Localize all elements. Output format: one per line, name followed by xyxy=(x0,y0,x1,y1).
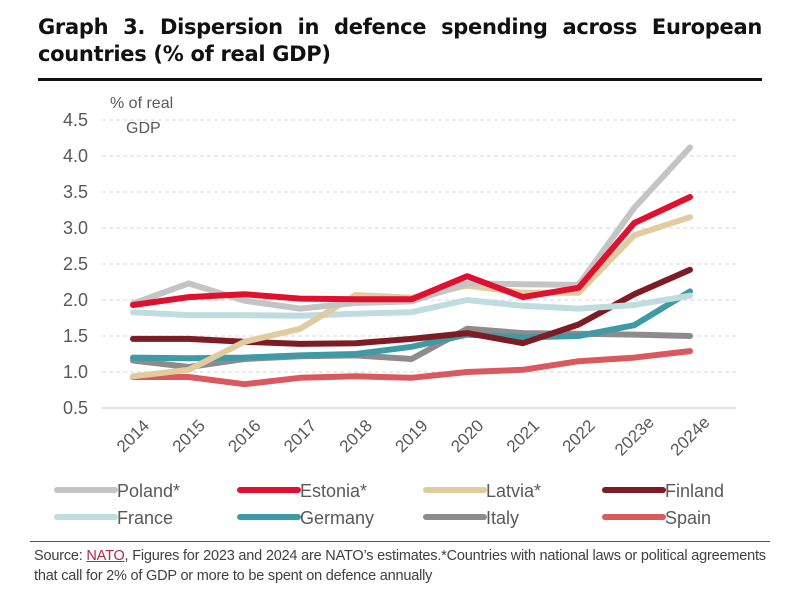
legend-item-poland: Poland* xyxy=(54,481,180,501)
source-note: Source: NATO, Figures for 2023 and 2024 … xyxy=(34,546,774,586)
y-axis-label-line1: % of real xyxy=(110,95,173,112)
legend-item-italy: Italy xyxy=(423,508,519,528)
y-tick-label: 1.5 xyxy=(63,326,88,346)
x-tick-label: 2021 xyxy=(503,416,543,456)
x-tick-label: 2023e xyxy=(611,413,658,460)
x-tick-label: 2019 xyxy=(392,416,432,456)
series-line-estonia xyxy=(130,194,693,308)
y-tick-label: 4.5 xyxy=(63,110,88,130)
legend-item-spain: Spain xyxy=(602,508,711,528)
y-tick-label: 0.5 xyxy=(63,398,88,418)
y-tick-label: 3.0 xyxy=(63,218,88,238)
legend-label: Spain xyxy=(665,508,711,528)
x-tick-label: 2014 xyxy=(113,416,153,456)
chart-title: Graph 3. Dispersion in defence spending … xyxy=(38,15,762,66)
series-lines xyxy=(130,144,693,388)
x-tick-label: 2024e xyxy=(667,413,714,460)
legend-item-germany: Germany xyxy=(237,508,374,528)
y-tick-label: 2.0 xyxy=(63,290,88,310)
y-tick-label: 4.0 xyxy=(63,146,88,166)
x-axis-ticks: 2014 2015 2016 2017 2018 2019 2020 2021 2022 2023… xyxy=(113,413,714,460)
legend-label: France xyxy=(117,508,173,528)
legend-item-latvia: Latvia* xyxy=(423,481,541,501)
legend-label: Germany xyxy=(300,508,374,528)
series-line-germany xyxy=(130,288,693,362)
legend: Poland* Estonia* Latvia* Finland France Germa… xyxy=(54,481,724,528)
source-text: , Figures for 2023 and 2024 are NATO’s e… xyxy=(34,548,766,584)
line-chart: 0.5 1.0 1.5 2.0 2.5 3.0 3.5 4.0 4.5 % of real GD… xyxy=(54,95,736,528)
legend-label: Italy xyxy=(486,508,519,528)
source-link-nato[interactable]: NATO xyxy=(86,548,125,564)
x-tick-label: 2018 xyxy=(336,416,376,456)
legend-item-estonia: Estonia* xyxy=(237,481,367,501)
legend-item-france: France xyxy=(54,508,173,528)
legend-item-finland: Finland xyxy=(602,481,724,501)
x-tick-label: 2015 xyxy=(169,416,209,456)
y-axis-ticks: 0.5 1.0 1.5 2.0 2.5 3.0 3.5 4.0 4.5 xyxy=(63,110,88,418)
legend-label: Estonia* xyxy=(300,481,367,501)
x-tick-label: 2022 xyxy=(559,416,599,456)
series-line-france xyxy=(130,292,693,319)
y-tick-label: 3.5 xyxy=(63,182,88,202)
x-tick-label: 2016 xyxy=(224,416,264,456)
source-divider xyxy=(30,541,770,542)
y-tick-label: 1.0 xyxy=(63,362,88,382)
x-tick-label: 2020 xyxy=(447,416,487,456)
source-prefix: Source: xyxy=(34,548,87,564)
title-divider xyxy=(38,78,762,81)
y-tick-label: 2.5 xyxy=(63,254,88,274)
series-line-finland xyxy=(130,266,693,347)
legend-label: Latvia* xyxy=(486,481,541,501)
series-line-spain xyxy=(130,348,693,388)
legend-label: Poland* xyxy=(117,481,180,501)
y-axis-label-line2: GDP xyxy=(126,120,161,137)
x-tick-label: 2017 xyxy=(280,416,320,456)
legend-label: Finland xyxy=(665,481,724,501)
